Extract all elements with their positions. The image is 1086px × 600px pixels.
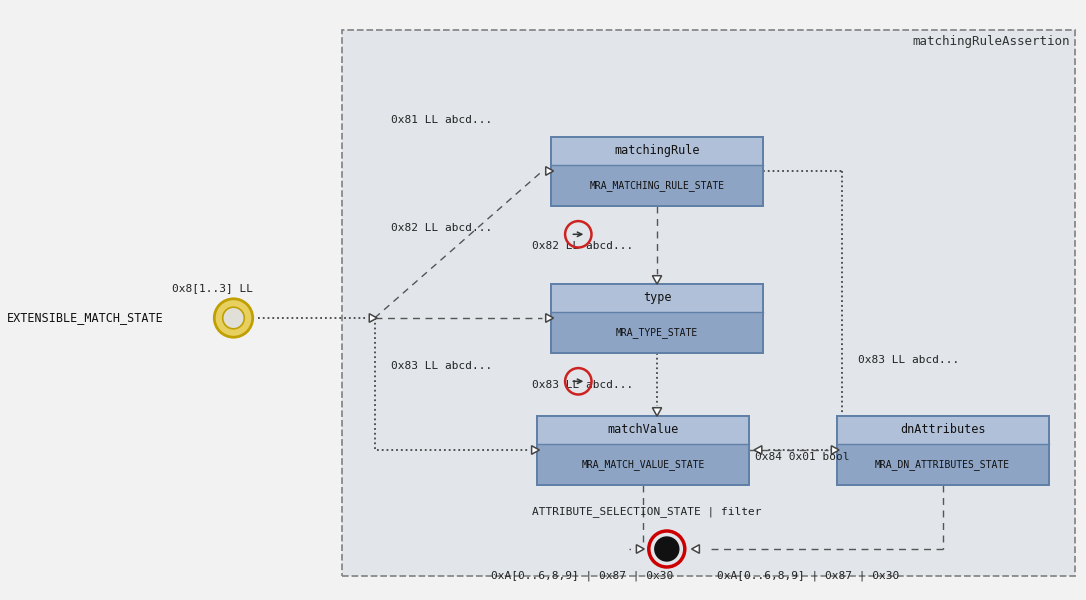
Polygon shape (692, 545, 699, 553)
Text: matchingRuleAssertion: matchingRuleAssertion (912, 35, 1070, 48)
Text: matchValue: matchValue (607, 423, 679, 436)
Polygon shape (636, 545, 644, 553)
Text: 0x83 LL abcd...: 0x83 LL abcd... (391, 361, 492, 371)
Text: matchingRule: matchingRule (615, 144, 699, 157)
Text: 0xA[0..6,8,9] | 0x87 | 0x30: 0xA[0..6,8,9] | 0x87 | 0x30 (491, 571, 673, 581)
Polygon shape (754, 446, 762, 454)
Text: EXTENSIBLE_MATCH_STATE: EXTENSIBLE_MATCH_STATE (7, 311, 163, 325)
Text: 0x8[1..3] LL: 0x8[1..3] LL (172, 283, 253, 293)
Text: 0x81 LL abcd...: 0x81 LL abcd... (391, 115, 492, 125)
Bar (551, 283, 762, 312)
Ellipse shape (214, 299, 253, 337)
Text: MRA_MATCH_VALUE_STATE: MRA_MATCH_VALUE_STATE (581, 459, 705, 470)
Polygon shape (653, 408, 661, 416)
Text: MRA_TYPE_STATE: MRA_TYPE_STATE (616, 327, 698, 338)
Bar (551, 136, 762, 165)
FancyBboxPatch shape (551, 283, 762, 352)
Text: 0x82 LL abcd...: 0x82 LL abcd... (391, 223, 492, 233)
FancyBboxPatch shape (836, 415, 1049, 485)
Polygon shape (532, 446, 540, 454)
Text: MRA_MATCHING_RULE_STATE: MRA_MATCHING_RULE_STATE (590, 180, 724, 191)
FancyBboxPatch shape (551, 136, 762, 205)
Text: 0xA[0..6,8,9] | 0x87 | 0x30: 0xA[0..6,8,9] | 0x87 | 0x30 (717, 571, 899, 581)
Text: 0x83 LL abcd...: 0x83 LL abcd... (858, 355, 959, 365)
Polygon shape (545, 167, 554, 175)
Polygon shape (545, 314, 554, 322)
Text: dnAttributes: dnAttributes (900, 423, 985, 436)
Text: MRA_DN_ATTRIBUTES_STATE: MRA_DN_ATTRIBUTES_STATE (875, 459, 1010, 470)
Text: 0x82 LL abcd...: 0x82 LL abcd... (532, 241, 633, 251)
Polygon shape (369, 314, 377, 322)
Bar (836, 415, 1048, 444)
FancyBboxPatch shape (536, 415, 749, 485)
Text: 0x84 0x01 bool: 0x84 0x01 bool (755, 452, 849, 462)
Text: ATTRIBUTE_SELECTION_STATE | filter: ATTRIBUTE_SELECTION_STATE | filter (532, 506, 761, 517)
Text: type: type (643, 291, 671, 304)
Bar (536, 415, 749, 444)
FancyBboxPatch shape (342, 30, 1075, 576)
Polygon shape (832, 446, 839, 454)
Polygon shape (653, 275, 661, 284)
Ellipse shape (223, 307, 244, 329)
Ellipse shape (655, 537, 679, 561)
Text: 0x83 LL abcd...: 0x83 LL abcd... (532, 380, 633, 390)
